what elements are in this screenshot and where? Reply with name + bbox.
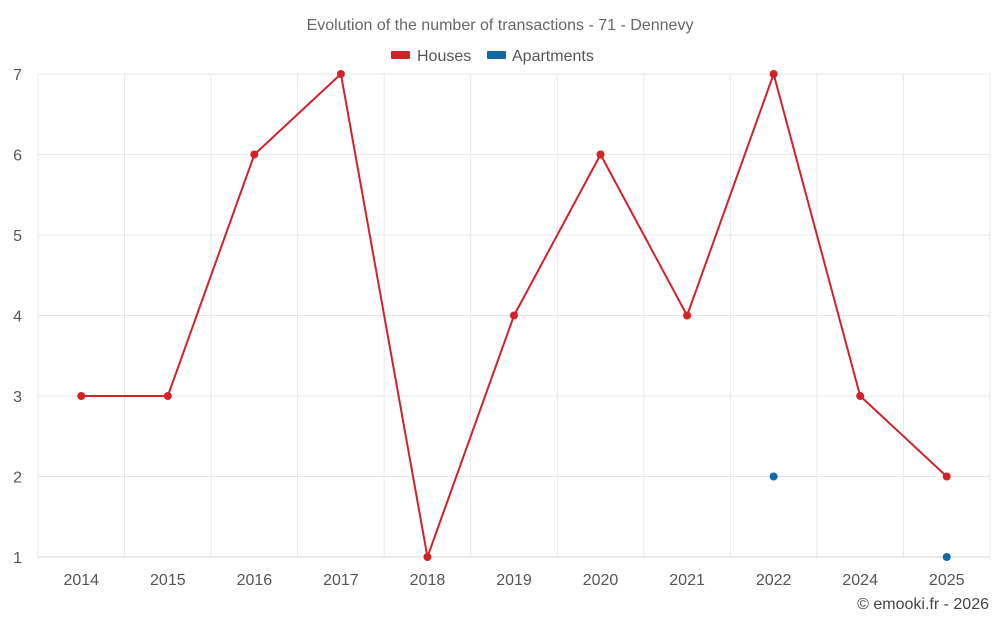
x-tick-label: 2016 [237,572,273,589]
y-tick-label: 6 [13,148,22,165]
data-point-apartments[interactable] [942,553,951,561]
data-point-houses[interactable] [596,150,605,159]
x-tick-label: 2019 [496,572,532,589]
series-layer [77,70,951,561]
credit-text: © emooki.fr - 2026 [857,596,989,613]
x-tick-label: 2017 [323,572,359,589]
chart-title: Evolution of the number of transactions … [307,17,694,34]
data-point-houses[interactable] [942,472,951,481]
x-tick-label: 2024 [842,572,878,589]
data-point-houses[interactable] [510,311,518,320]
y-tick-label: 4 [13,309,22,326]
legend-swatch-houses[interactable] [391,51,410,59]
x-tick-label: 2021 [669,572,705,589]
x-tick-label: 2018 [410,572,446,589]
x-axis: 2014 2015 2016 2017 2018 2019 2020 2021 2022 2024… [38,556,990,589]
data-point-houses[interactable] [250,150,259,159]
data-point-houses[interactable] [423,553,432,561]
y-tick-label: 3 [13,389,22,406]
data-point-houses[interactable] [769,70,778,78]
y-tick-label: 5 [13,228,22,245]
data-point-houses[interactable] [163,392,172,400]
y-tick-label: 2 [13,470,22,487]
grid [37,73,991,557]
data-point-houses[interactable] [336,70,345,78]
data-point-houses[interactable] [77,392,86,400]
x-tick-label: 2022 [756,572,792,589]
data-point-houses[interactable] [683,311,692,320]
x-tick-label: 2025 [929,572,965,589]
legend-swatch-apartments[interactable] [487,51,506,59]
legend-label-apartments[interactable]: Apartments [512,48,594,65]
series-houses [77,70,951,561]
x-tick-label: 2014 [63,572,99,589]
y-tick-label: 1 [13,550,22,567]
y-axis: 1 2 3 4 5 6 7 [13,67,22,567]
series-apartments [769,472,951,561]
x-tick-label: 2020 [583,572,619,589]
data-point-houses[interactable] [856,392,865,400]
legend: Houses Apartments [391,48,594,65]
legend-label-houses[interactable]: Houses [417,48,471,65]
data-point-apartments[interactable] [769,472,778,481]
x-tick-label: 2015 [150,572,186,589]
y-tick-label: 7 [13,67,22,84]
